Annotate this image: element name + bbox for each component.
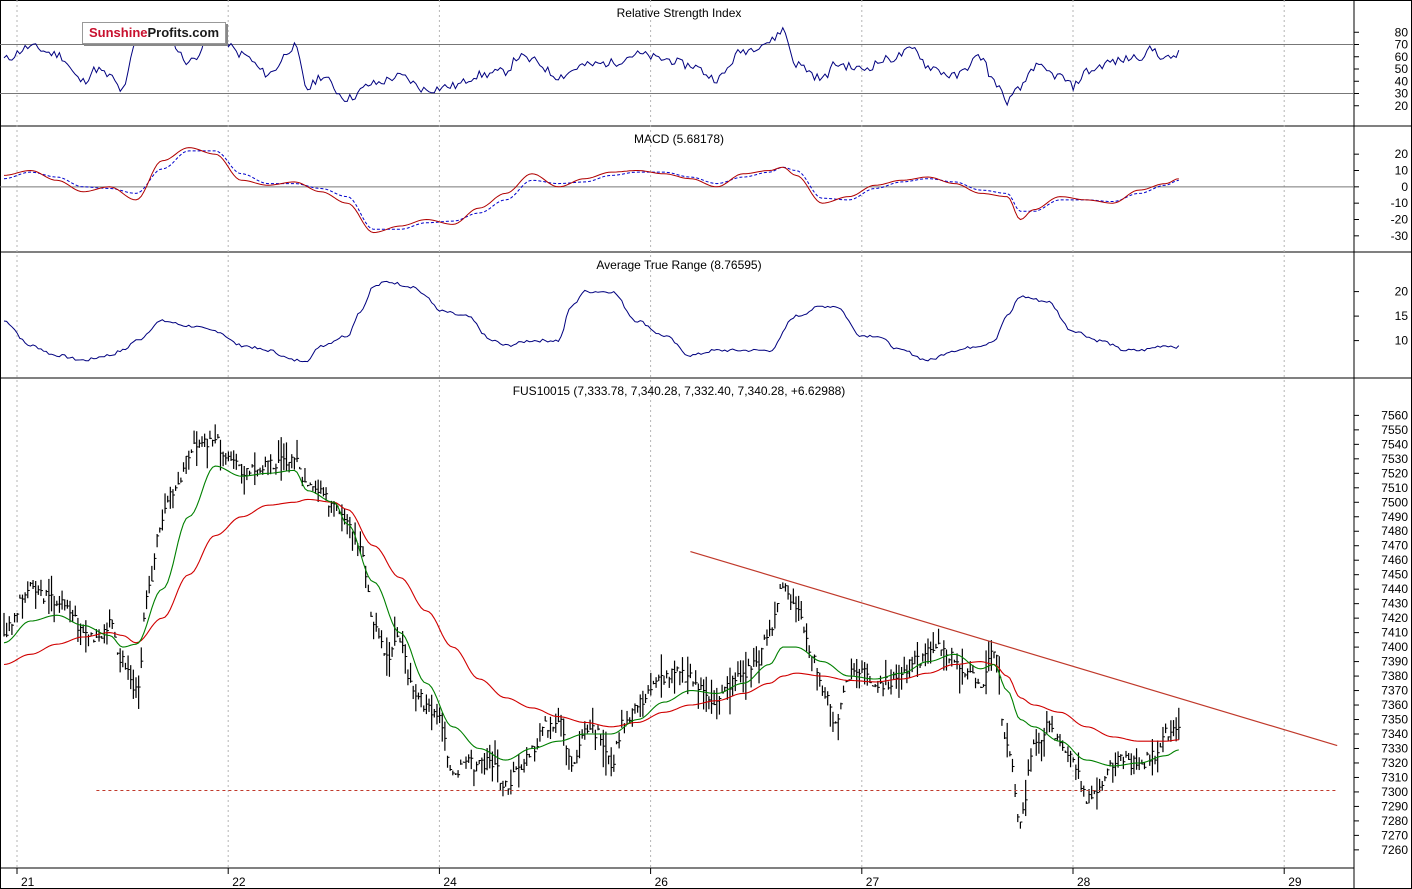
macd-y-tick-label: 20 — [1395, 147, 1409, 161]
price-y-tick-label: 7280 — [1381, 814, 1408, 828]
x-tick-label: 26 — [655, 875, 669, 889]
price-y-tick-label: 7290 — [1381, 799, 1408, 813]
atr-y-tick-label: 15 — [1395, 309, 1409, 323]
price-y-tick-label: 7520 — [1381, 466, 1408, 480]
price-y-tick-label: 7410 — [1381, 626, 1408, 640]
x-tick-label: 29 — [1288, 875, 1302, 889]
x-tick-label: 27 — [866, 875, 880, 889]
rsi-y-tick-label: 60 — [1395, 50, 1409, 64]
price-y-tick-label: 7540 — [1381, 437, 1408, 451]
price-panel-title: FUS10015 (7,333.78, 7,340.28, 7,332.40, … — [513, 384, 846, 398]
price-y-tick-label: 7500 — [1381, 495, 1408, 509]
macd-panel-title: MACD (5.68178) — [634, 132, 724, 146]
price-y-tick-label: 7270 — [1381, 828, 1408, 842]
price-y-tick-label: 7430 — [1381, 597, 1408, 611]
price-y-tick-label: 7420 — [1381, 611, 1408, 625]
rsi-y-tick-label: 40 — [1395, 74, 1409, 88]
price-y-tick-label: 7390 — [1381, 655, 1408, 669]
macd-line — [3, 147, 1179, 234]
rsi-y-tick-label: 80 — [1395, 25, 1409, 39]
price-y-tick-label: 7300 — [1381, 785, 1408, 799]
price-y-tick-label: 7490 — [1381, 510, 1408, 524]
atr-line — [3, 280, 1180, 363]
price-y-tick-label: 7340 — [1381, 727, 1408, 741]
macd-y-tick-label: -20 — [1391, 213, 1409, 227]
price-y-tick-label: 7530 — [1381, 452, 1408, 466]
price-y-tick-label: 7460 — [1381, 553, 1408, 567]
resistance-trendline — [690, 550, 1338, 747]
atr-y-tick-label: 10 — [1395, 334, 1409, 348]
price-y-tick-label: 7440 — [1381, 582, 1408, 596]
price-y-tick-label: 7380 — [1381, 669, 1408, 683]
long-moving-average-line — [3, 498, 1179, 742]
price-y-tick-label: 7320 — [1381, 756, 1408, 770]
macd-y-tick-label: 10 — [1395, 164, 1409, 178]
sunshine-profits-logo[interactable]: SunshineProfits.com — [82, 22, 227, 44]
logo-part-2: Profits.com — [147, 25, 220, 40]
price-y-tick-label: 7330 — [1381, 741, 1408, 755]
macd-y-tick-label: 0 — [1401, 180, 1408, 194]
price-y-tick-label: 7450 — [1381, 568, 1408, 582]
macd-y-tick-label: -10 — [1391, 196, 1409, 210]
price-y-tick-label: 7560 — [1381, 408, 1408, 422]
atr-y-tick-label: 20 — [1395, 285, 1409, 299]
macd-signal-line — [3, 150, 1179, 230]
price-y-tick-label: 7480 — [1381, 524, 1408, 538]
price-y-tick-label: 7360 — [1381, 698, 1408, 712]
x-tick-label: 21 — [21, 875, 35, 889]
rsi-y-tick-label: 30 — [1395, 87, 1409, 101]
rsi-y-tick-label: 50 — [1395, 62, 1409, 76]
price-y-tick-label: 7310 — [1381, 770, 1408, 784]
rsi-panel-title: Relative Strength Index — [617, 6, 742, 20]
x-tick-label: 24 — [443, 875, 457, 889]
price-y-tick-label: 7370 — [1381, 684, 1408, 698]
price-y-tick-label: 7470 — [1381, 539, 1408, 553]
macd-y-tick-label: -30 — [1391, 229, 1409, 243]
price-y-tick-label: 7350 — [1381, 713, 1408, 727]
price-y-tick-label: 7510 — [1381, 481, 1408, 495]
atr-panel-title: Average True Range (8.76595) — [596, 258, 761, 272]
logo-part-1: Sunshine — [89, 25, 148, 40]
rsi-y-tick-label: 70 — [1395, 38, 1409, 52]
price-y-tick-label: 7400 — [1381, 640, 1408, 654]
rsi-y-tick-label: 20 — [1395, 99, 1409, 113]
x-tick-label: 22 — [232, 875, 246, 889]
price-y-tick-label: 7260 — [1381, 843, 1408, 857]
x-tick-label: 28 — [1077, 875, 1091, 889]
price-y-tick-label: 7550 — [1381, 423, 1408, 437]
rsi-line — [3, 26, 1180, 107]
short-moving-average-line — [3, 465, 1179, 767]
